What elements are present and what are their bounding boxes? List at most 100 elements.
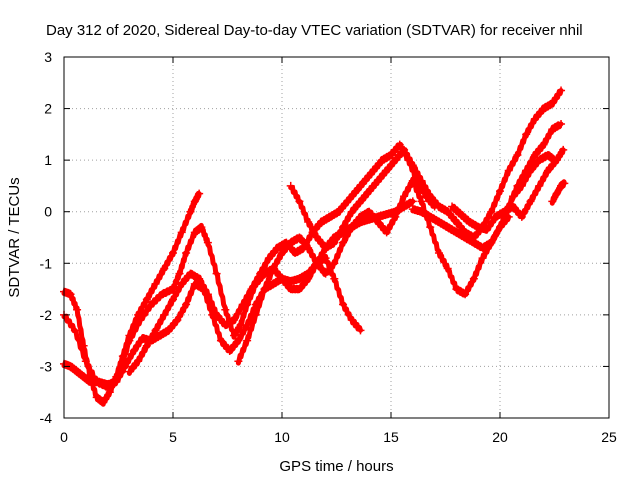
data-point (169, 248, 177, 257)
data-point (373, 218, 382, 227)
data-point (151, 279, 160, 288)
data-point (382, 166, 391, 175)
data-point (190, 197, 199, 206)
data-point (535, 156, 544, 165)
data-point (92, 393, 101, 402)
data-point (99, 398, 108, 407)
data-point (550, 156, 559, 165)
data-point (417, 207, 426, 216)
data-point (291, 248, 300, 257)
series-line (449, 147, 566, 234)
data-point (286, 277, 295, 286)
data-point (434, 202, 443, 211)
series-line (410, 121, 564, 252)
axis-ticks: 0 5 10 15 20 25 -4 -3 -2 -1 0 1 2 3 (40, 49, 617, 445)
data-point (112, 377, 121, 386)
y-tick-label: 2 (44, 101, 52, 117)
data-point (66, 290, 75, 299)
data-point (260, 285, 269, 294)
data-point (391, 156, 400, 165)
data-point (557, 120, 566, 129)
data-point (136, 316, 145, 325)
data-point (73, 305, 82, 314)
data-point (382, 228, 391, 237)
data-point (365, 207, 374, 216)
data-point (334, 207, 343, 216)
data-point (408, 161, 417, 170)
data-point (321, 243, 330, 252)
y-tick-label: -1 (40, 255, 53, 271)
data-point (121, 362, 130, 371)
data-point (530, 114, 539, 123)
data-point (426, 223, 435, 232)
data-point (496, 187, 504, 196)
data-point (286, 238, 295, 247)
series-line (549, 179, 567, 206)
data-point (158, 290, 167, 299)
data-point (230, 331, 239, 340)
data-point (513, 150, 522, 159)
x-tick-label: 25 (601, 429, 617, 445)
data-point (504, 166, 513, 175)
y-tick-label: 3 (44, 49, 52, 65)
data-point (138, 334, 147, 343)
data-point (369, 166, 378, 175)
data-point (317, 218, 326, 227)
data-point (325, 212, 334, 221)
data-point (443, 207, 452, 216)
x-tick-label: 0 (60, 429, 68, 445)
data-point (491, 212, 500, 221)
data-point (103, 380, 112, 389)
y-tick-label: -3 (40, 358, 53, 374)
data-point (400, 145, 409, 154)
data-point (487, 238, 496, 247)
data-point (408, 197, 417, 206)
data-point (155, 331, 164, 340)
data-point (465, 218, 474, 227)
data-point (517, 212, 526, 221)
data-point (347, 316, 356, 325)
data-point (256, 269, 265, 278)
data-point (456, 210, 465, 219)
data-point (212, 269, 221, 278)
data-point (243, 321, 252, 330)
data-point (160, 264, 169, 273)
series-line (510, 151, 557, 201)
data-point (400, 192, 409, 201)
data-point (474, 223, 483, 232)
data-point (142, 341, 151, 350)
series-track-9 (509, 150, 559, 201)
data-point (330, 259, 339, 268)
data-point (559, 145, 568, 154)
data-point (408, 205, 417, 214)
data-point (373, 176, 382, 185)
data-point (304, 269, 313, 278)
data-point (365, 187, 374, 196)
data-point (443, 264, 452, 273)
data-point (304, 218, 313, 227)
data-point (321, 269, 330, 278)
data-point (452, 285, 461, 294)
data-point (221, 305, 230, 314)
data-point (509, 192, 518, 201)
chart-title: Day 312 of 2020, Sidereal Day-to-day VTE… (46, 22, 583, 39)
data-point (347, 207, 356, 216)
data-point (216, 336, 225, 345)
data-point (190, 279, 199, 288)
data-point (352, 187, 361, 196)
x-axis-title: GPS time / hours (279, 458, 393, 475)
data-point (147, 300, 156, 309)
series-line (288, 88, 564, 252)
data-point (195, 189, 204, 198)
data-point (330, 274, 339, 283)
data-point (295, 274, 304, 283)
data-point (548, 125, 557, 134)
data-point (487, 207, 496, 216)
data-point (212, 310, 221, 319)
y-tick-label: -2 (40, 307, 53, 323)
data-point (417, 176, 426, 185)
data-point (251, 310, 260, 319)
data-point (278, 274, 286, 283)
data-point (125, 367, 134, 376)
